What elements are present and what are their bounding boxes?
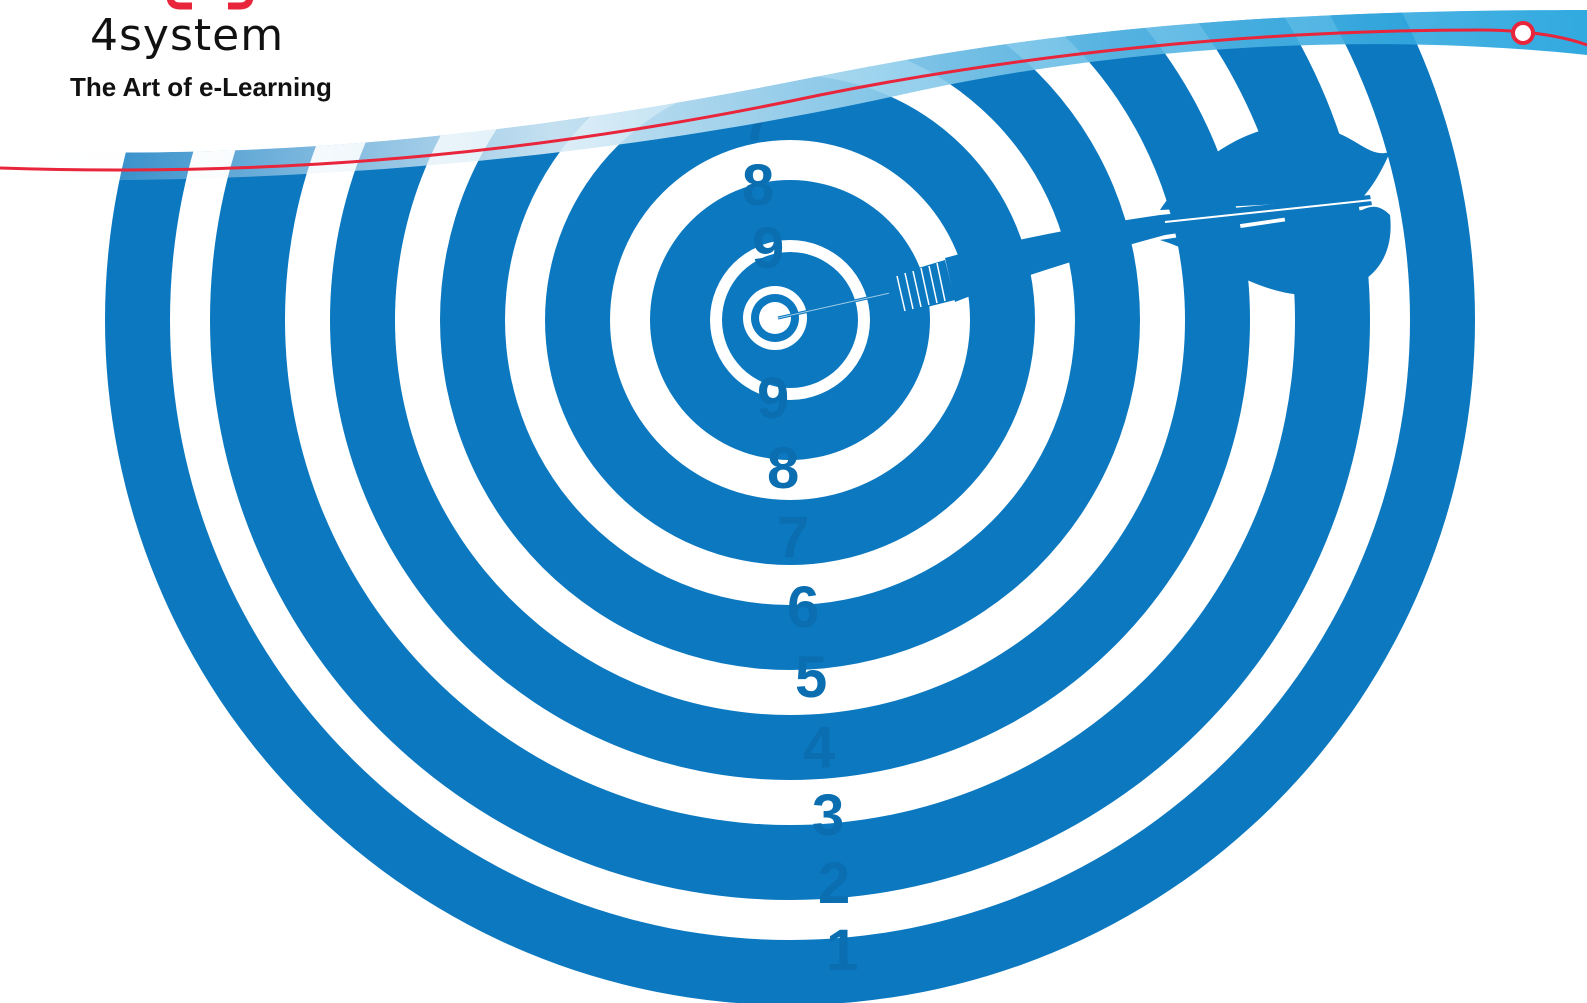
ring-number: 8 xyxy=(742,153,774,218)
logo-mark-icon xyxy=(166,0,254,10)
ring-number: 7 xyxy=(777,505,809,570)
brand-tagline: The Art of e-Learning xyxy=(70,72,332,102)
dart-icon xyxy=(777,124,1391,320)
ring-numbers-lower: 9 8 7 6 5 4 3 2 1 xyxy=(757,366,858,983)
ring-number: 2 xyxy=(818,851,850,916)
brand-name: 4system xyxy=(90,10,285,61)
swoosh-node-icon xyxy=(1511,21,1535,45)
ring-number: 5 xyxy=(795,645,827,710)
ring-number: 6 xyxy=(787,575,819,640)
ring-number: 9 xyxy=(757,366,789,431)
ring-number: 8 xyxy=(767,436,799,501)
ring-number: 1 xyxy=(826,918,858,983)
ring-number: 3 xyxy=(812,783,844,848)
ring-number: 9 xyxy=(752,216,784,281)
brand-logo: 4system The Art of e-Learning xyxy=(60,0,390,110)
ring-number: 4 xyxy=(803,715,835,780)
header-swoosh xyxy=(0,0,1587,181)
